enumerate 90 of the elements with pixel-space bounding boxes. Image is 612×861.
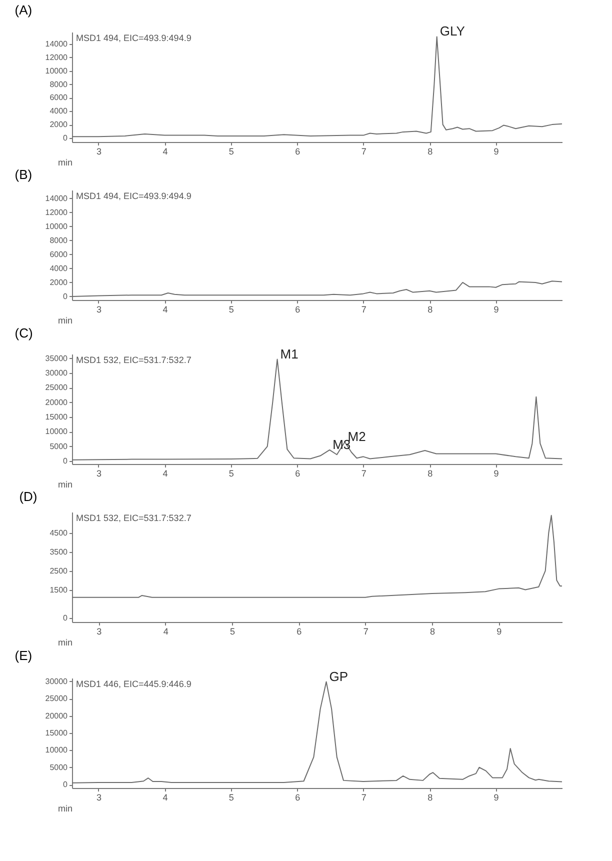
y-tick-label: 25000 — [45, 383, 68, 392]
x-tick-label: 5 — [228, 792, 234, 802]
y-tick-label: 10000 — [45, 427, 68, 436]
chart-title: (B) — [14, 167, 32, 182]
chart-title: (D) — [19, 489, 38, 504]
annotation: GP — [329, 668, 348, 684]
y-tick-label: 6000 — [50, 93, 68, 102]
y-tick-label: 10000 — [45, 222, 68, 231]
x-axis-title: min — [58, 638, 72, 648]
y-tick-label: 2000 — [50, 120, 68, 130]
y-tick-label: 14000 — [45, 194, 68, 203]
y-tick-label: 5000 — [50, 442, 68, 451]
x-tick-label: 6 — [295, 468, 300, 478]
annotation: GLY — [440, 24, 466, 39]
x-tick-label: 5 — [228, 304, 234, 314]
x-axis-title: min — [58, 316, 72, 326]
y-tick-label: 2500 — [50, 566, 68, 576]
x-tick-label: 3 — [96, 146, 102, 156]
x-axis-title: min — [58, 480, 72, 490]
y-tick-label: 0 — [63, 456, 68, 466]
chart-title: (A) — [14, 2, 32, 18]
y-tick-label: 8000 — [50, 236, 68, 245]
x-tick-label: 4 — [163, 626, 168, 636]
annotation: MSD1 494, EIC=493.9:494.9 — [76, 191, 192, 201]
y-tick-label: 14000 — [45, 40, 68, 49]
x-tick-label: 9 — [494, 468, 499, 478]
x-tick-label: 7 — [361, 792, 366, 802]
x-tick-label: 6 — [295, 146, 300, 156]
x-tick-label: 7 — [361, 304, 366, 314]
x-tick-label: 8 — [428, 792, 433, 802]
x-tick-label: 9 — [494, 792, 499, 802]
x-tick-label: 7 — [361, 468, 366, 478]
x-axis-title: min — [58, 158, 72, 168]
y-tick-label: 12000 — [45, 52, 68, 62]
y-tick-label: 5000 — [50, 762, 68, 772]
x-tick-label: 3 — [96, 792, 102, 802]
y-tick-label: 4000 — [50, 106, 68, 116]
x-tick-label: 3 — [96, 626, 102, 636]
x-tick-label: 7 — [363, 626, 368, 636]
x-tick-label: 6 — [295, 304, 300, 314]
y-tick-label: 30000 — [45, 368, 68, 378]
x-tick-label: 8 — [428, 468, 433, 478]
x-tick-label: 9 — [494, 146, 499, 156]
y-tick-label: 3500 — [50, 547, 68, 556]
y-tick-label: 12000 — [45, 208, 68, 217]
x-tick-label: 4 — [162, 792, 168, 802]
y-tick-label: 20000 — [45, 711, 68, 720]
x-tick-label: 5 — [228, 146, 234, 156]
x-tick-label: 9 — [496, 626, 502, 636]
y-tick-label: 35000 — [45, 354, 68, 363]
x-tick-label: 5 — [228, 468, 234, 478]
x-tick-label: 4 — [162, 146, 168, 156]
line-series — [72, 358, 562, 460]
y-tick-label: 2000 — [50, 278, 68, 287]
x-tick-label: 4 — [162, 468, 168, 478]
y-tick-label: 10000 — [45, 66, 68, 76]
y-tick-label: 6000 — [50, 250, 68, 259]
annotation: MSD1 532, EIC=531.7:532.7 — [76, 513, 192, 523]
y-tick-label: 1500 — [50, 585, 68, 594]
x-tick-label: 8 — [428, 304, 433, 314]
chart-title: (E) — [14, 648, 32, 663]
y-tick-label: 0 — [63, 780, 68, 790]
x-tick-label: 7 — [361, 146, 366, 156]
y-tick-label: 0 — [63, 292, 68, 301]
x-tick-label: 6 — [295, 792, 300, 802]
x-tick-label: 6 — [296, 626, 302, 636]
x-tick-label: 8 — [428, 146, 433, 156]
annotation: M1 — [280, 346, 298, 362]
x-tick-label: 3 — [96, 304, 102, 314]
y-tick-label: 20000 — [45, 398, 68, 407]
y-tick-label: 4000 — [50, 264, 68, 273]
annotation: MSD1 446, EIC=445.9:446.9 — [76, 679, 192, 689]
x-tick-label: 8 — [430, 626, 436, 636]
y-tick-label: 8000 — [50, 80, 68, 89]
annotation: MSD1 532, EIC=531.7:532.7 — [76, 355, 192, 365]
annotation: MSD1 494, EIC=493.9:494.9 — [76, 33, 192, 43]
y-tick-label: 25000 — [45, 694, 68, 704]
chart-title: (C) — [14, 325, 33, 340]
x-tick-label: 4 — [162, 304, 168, 314]
y-tick-label: 30000 — [45, 676, 68, 686]
y-tick-label: 15000 — [45, 412, 68, 422]
y-tick-label: 0 — [63, 133, 68, 142]
x-tick-label: 3 — [96, 468, 102, 478]
x-tick-label: 5 — [230, 626, 236, 636]
y-tick-label: 10000 — [45, 746, 68, 755]
y-tick-label: 0 — [63, 614, 68, 623]
x-axis-title: min — [58, 804, 72, 814]
y-tick-label: 15000 — [45, 728, 68, 738]
y-tick-label: 4500 — [50, 528, 68, 538]
x-tick-label: 9 — [494, 304, 499, 314]
